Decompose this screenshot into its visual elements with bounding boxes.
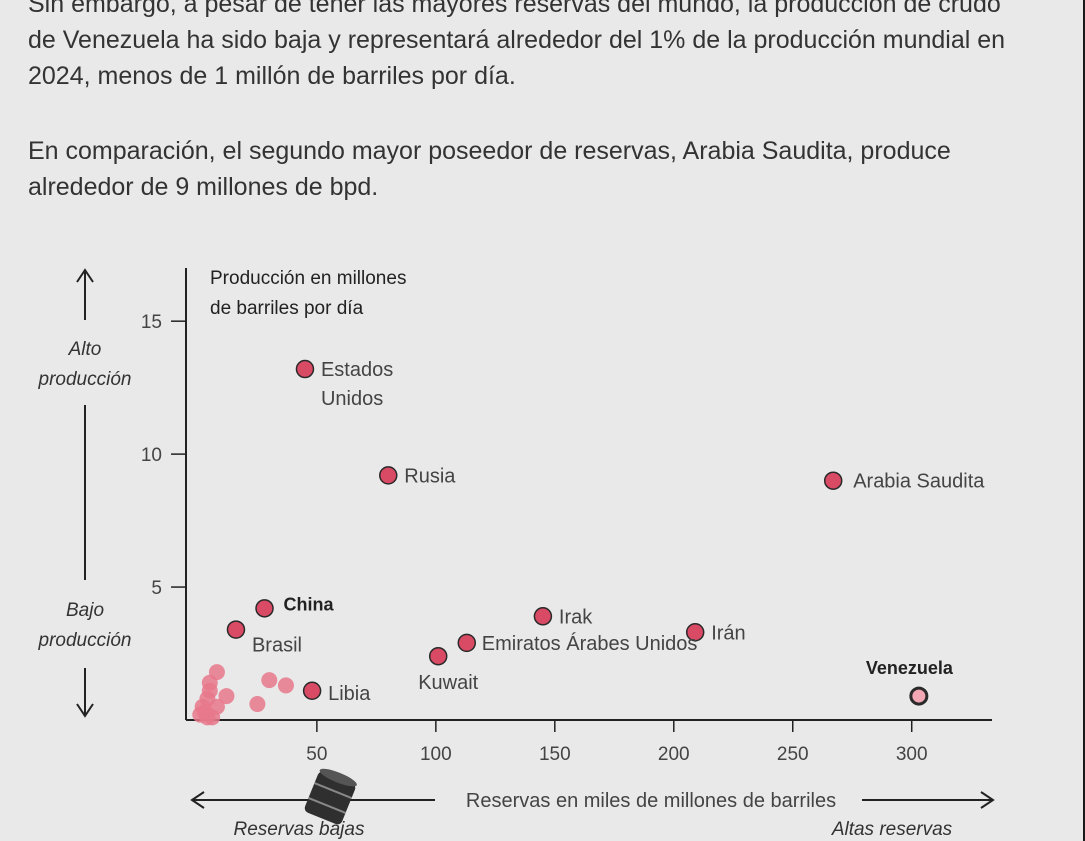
comparison-paragraph: En comparación, el segundo mayor poseedo… [28,137,951,201]
chart-points [192,359,929,726]
data-label: Irán [711,622,745,644]
oil-barrel-icon [304,768,357,825]
data-point [457,633,477,653]
x-direction-indicator: Reservas en miles de millones de barrile… [190,790,995,840]
data-label: Emiratos Árabes Unidos [482,632,698,655]
x-tick-label: 50 [306,744,327,765]
data-point [685,623,705,642]
x-high-label: Altas reservas [831,819,953,840]
x-tick-label: 250 [777,744,809,765]
data-point [302,681,322,701]
data-point [218,688,235,705]
x-low-label: Reservas bajas [234,819,365,840]
data-point [533,607,553,626]
point-labels: Estados Unidos Rusia Arabia Saudita China Bra… [252,359,985,705]
intro-paragraph: Sin embargo, a pesar de tener las mayore… [28,0,1006,90]
window-edge [1083,0,1085,841]
x-ticks: 50 100 150 200 250 300 [306,720,928,765]
data-point [201,682,218,699]
data-point [277,677,294,694]
y-high-label-2: producción [38,369,132,390]
data-point [199,709,216,726]
data-label: Rusia [404,465,456,487]
chart-title-line-2: de barriles por día [210,298,364,319]
data-point [379,466,398,485]
data-point [255,599,274,618]
data-point [249,696,266,713]
data-label: Estados [321,359,393,381]
x-tick-label: 200 [658,744,690,765]
y-tick-label: 5 [151,578,162,599]
data-label: China [284,594,335,614]
y-tick-label: 15 [141,312,162,333]
x-tick-label: 150 [539,744,571,765]
y-low-label-2: producción [38,630,132,651]
y-low-label-1: Bajo [66,600,104,621]
data-label: Brasil [252,635,302,657]
x-axis-label: Reservas en miles de millones de barrile… [466,790,836,812]
y-direction-indicator: Alto producción Bajo producción [38,268,132,718]
data-point [823,471,843,490]
data-label: Venezuela [866,658,954,678]
chart-title-line-1: Producción en millones [210,268,406,289]
data-label: Kuwait [418,672,478,694]
x-tick-label: 300 [896,744,928,765]
x-tick-label: 100 [420,744,452,765]
data-label: Irak [559,606,593,628]
data-label: Unidos [321,388,383,410]
data-label: Arabia Saudita [853,471,985,493]
data-label: Libia [328,683,371,705]
data-point [428,646,448,666]
data-point [909,686,929,706]
y-high-label-1: Alto [68,339,102,360]
y-ticks: 5 10 15 [141,312,186,599]
data-point [226,620,246,639]
data-point [261,672,278,689]
y-tick-label: 10 [141,445,162,466]
data-point [295,359,315,379]
chart-axes [185,268,992,721]
